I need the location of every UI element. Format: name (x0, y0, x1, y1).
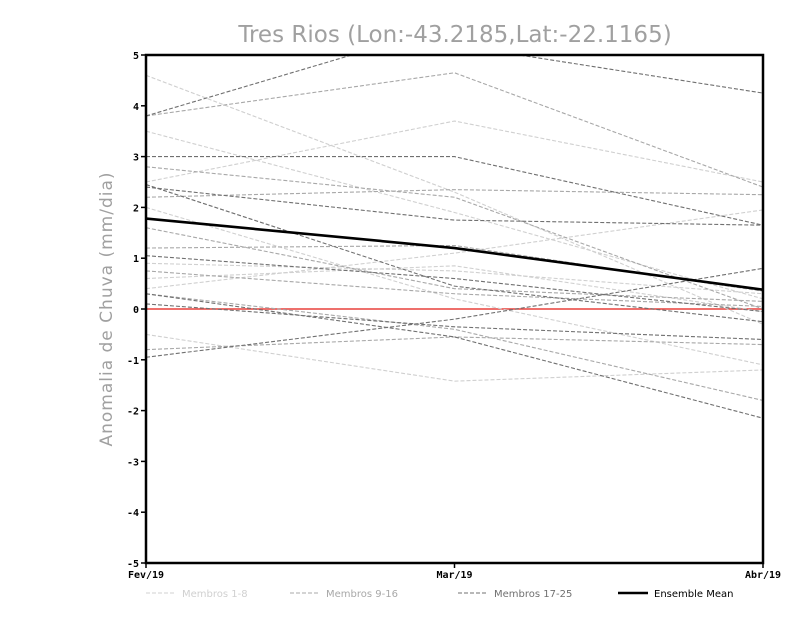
y-tick-label: 3 (133, 153, 139, 164)
y-tick-label: 4 (133, 102, 139, 113)
member-line-2 (146, 120, 763, 183)
member-line-4 (146, 265, 763, 313)
member-line-13 (146, 270, 763, 308)
member-line-10 (146, 189, 763, 198)
y-tick-label: -1 (127, 356, 139, 367)
member-line-14 (146, 336, 763, 351)
legend: Membros 1-8 Membros 9-16 Membros 17-25 Ense… (146, 589, 733, 600)
y-tick-label: -4 (127, 508, 139, 519)
legend-label: Membros 9-16 (326, 589, 398, 600)
x-tick-label: Fev/19 (128, 570, 164, 581)
member-line-16 (146, 166, 763, 310)
member-line-18 (515, 55, 763, 94)
member-line-7 (146, 209, 763, 290)
x-tick-label: Abr/19 (745, 570, 781, 581)
y-tick-label: 2 (133, 203, 139, 214)
plot-frame (144, 53, 765, 565)
member-line-1 (146, 74, 763, 325)
member-line-8 (146, 206, 763, 366)
x-tick-label: Mar/19 (436, 570, 472, 581)
member-line-24 (146, 267, 763, 358)
member-line-21 (146, 184, 763, 323)
member-line-17 (146, 55, 354, 117)
member-line-19 (146, 156, 763, 226)
member-line-9 (146, 72, 763, 188)
y-tick-label: 5 (133, 51, 139, 62)
member-line-22 (146, 255, 763, 313)
y-tick-label: -3 (127, 457, 139, 468)
member-line-25 (146, 303, 763, 341)
chart-title: Tres Rios (Lon:-43.2185,Lat:-22.1165) (237, 22, 671, 48)
legend-label: Membros 17-25 (494, 589, 572, 600)
legend-label: Membros 1-8 (182, 589, 248, 600)
y-tick-label: -2 (127, 407, 139, 418)
y-tick-label: 1 (133, 254, 139, 265)
lines-layer (146, 55, 763, 419)
member-line-12 (146, 227, 763, 302)
member-line-20 (146, 186, 763, 226)
y-axis-label: Anomalia de Chuva (mm/dia) (97, 171, 117, 446)
member-line-5 (146, 333, 763, 382)
y-tick-label: -5 (127, 559, 139, 570)
legend-label: Ensemble Mean (654, 589, 733, 600)
y-tick-label: 0 (133, 305, 139, 316)
member-line-3 (146, 262, 763, 295)
member-line-6 (146, 130, 763, 300)
member-line-15 (146, 293, 763, 401)
member-line-23 (146, 293, 763, 419)
ensemble-mean-line (146, 217, 763, 291)
